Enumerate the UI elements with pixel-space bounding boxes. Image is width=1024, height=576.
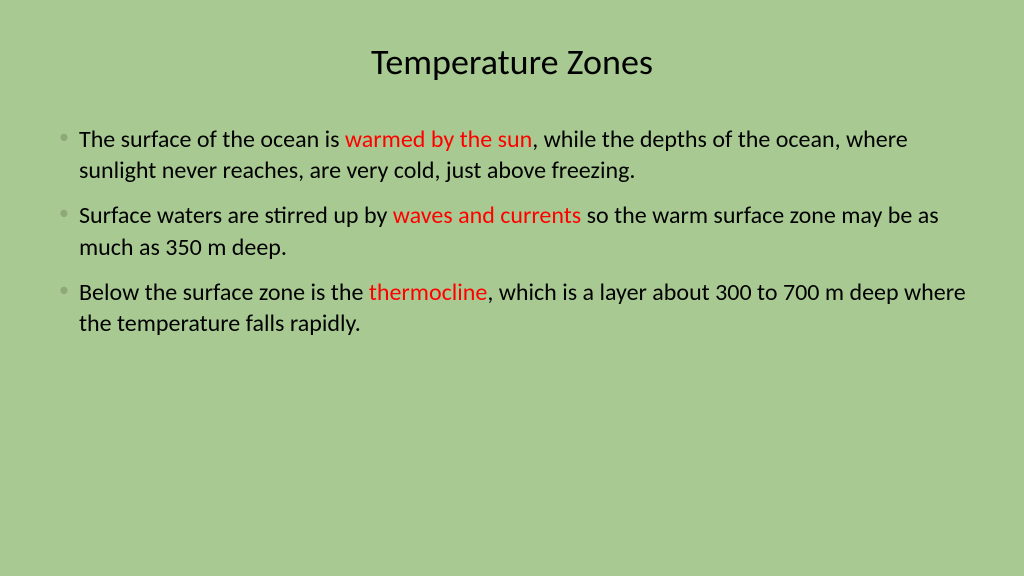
list-item: The surface of the ocean is warmed by th…	[55, 124, 969, 186]
bullet-list: The surface of the ocean is warmed by th…	[55, 124, 969, 339]
bullet-text-pre: The surface of the ocean is	[79, 125, 345, 154]
list-item: Surface waters are stirred up by waves a…	[55, 200, 969, 262]
bullet-highlight: thermocline	[369, 278, 488, 307]
list-item: Below the surface zone is the thermoclin…	[55, 277, 969, 339]
slide: Temperature Zones The surface of the oce…	[0, 0, 1024, 576]
bullet-highlight: warmed by the sun	[345, 125, 532, 154]
bullet-text-pre: Surface waters are stirred up by	[79, 201, 393, 230]
bullet-text-pre: Below the surface zone is the	[79, 278, 369, 307]
slide-title: Temperature Zones	[55, 40, 969, 84]
bullet-highlight: waves and currents	[393, 201, 581, 230]
